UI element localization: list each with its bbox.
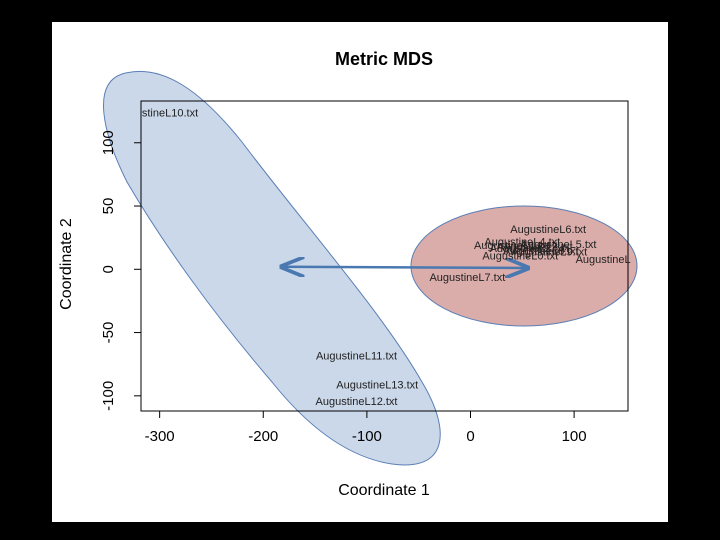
point-label: AugustineL8.txt: [503, 245, 579, 257]
x-tick-label: -100: [352, 428, 382, 445]
point-label: stineL10.txt: [142, 107, 198, 119]
point-label: AugustineL13.txt: [336, 379, 418, 391]
point-label: AugustineL2.txt: [490, 243, 566, 255]
x-tick-label: -200: [248, 428, 278, 445]
point-labels: stineL10.txt AugustineL6.txtAugustineL4.t…: [142, 107, 631, 407]
cluster-left-ellipse: [103, 70, 441, 466]
point-label: AugustineL12.txt: [316, 396, 398, 408]
x-axis: -300 -200 -100 0 100: [145, 410, 587, 445]
y-axis: -100 -50 0 50 100: [100, 130, 142, 411]
point-label: AugustineL0.txt: [482, 250, 558, 262]
point-label: AugustineL6.txt: [510, 224, 586, 236]
y-tick-label: 0: [100, 265, 117, 273]
x-tick-label: -300: [145, 428, 175, 445]
point-label: AugustineL11.txt: [316, 350, 397, 362]
point-label: AugustineL3.txt: [497, 242, 573, 254]
cluster-arrow: [282, 267, 528, 268]
y-axis-label: Coordinate 2: [58, 218, 75, 310]
y-tick-label: 50: [100, 198, 117, 215]
y-tick-label: 100: [100, 130, 117, 155]
point-label: AugustineL: [576, 254, 631, 266]
point-label: AugustineL7.txt: [429, 272, 505, 284]
x-axis-label: Coordinate 1: [338, 482, 430, 499]
point-label: AugustineL9.txt: [511, 247, 587, 259]
y-tick-label: -50: [100, 322, 117, 344]
point-label: AugustineL1.txt: [474, 240, 550, 252]
point-label: AugustineL4.txt: [484, 236, 560, 248]
x-tick-label: 0: [466, 428, 474, 445]
slide: Metric MDS Coordinate 1 Coordinate 2 -30…: [52, 22, 668, 522]
point-label: AugustineL5.txt: [521, 239, 597, 251]
mds-plot: Metric MDS Coordinate 1 Coordinate 2 -30…: [58, 49, 638, 499]
chart-title: Metric MDS: [335, 49, 433, 69]
y-tick-label: -100: [100, 381, 117, 411]
x-tick-label: 100: [562, 428, 587, 445]
